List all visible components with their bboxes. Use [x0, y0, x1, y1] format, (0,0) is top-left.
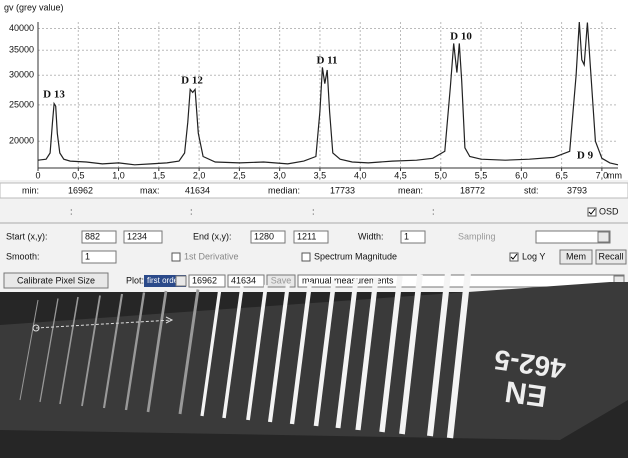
- stat-label: std:: [524, 185, 539, 195]
- start-label: Start (x,y):: [6, 231, 48, 241]
- x-axis-label: mm: [607, 170, 622, 180]
- marker: :: [70, 206, 73, 216]
- y-tick-label: 40000: [9, 23, 34, 33]
- start-y: 1234: [127, 231, 147, 241]
- width-label: Width:: [358, 231, 384, 241]
- calibrate-label: Calibrate Pixel Size: [17, 275, 95, 285]
- x-tick-label: 0,5: [72, 170, 85, 180]
- plot-max: 41634: [231, 275, 256, 285]
- stat-label: mean:: [398, 185, 423, 195]
- spectrum-label: Spectrum Magnitude: [314, 251, 397, 261]
- stat-value: 41634: [185, 185, 210, 195]
- y-tick-label: 25000: [9, 99, 34, 109]
- peak-label: D 12: [181, 75, 203, 87]
- start-x: 882: [85, 231, 100, 241]
- x-tick-label: 6,5: [555, 170, 568, 180]
- spectrum-checkbox[interactable]: [302, 253, 310, 261]
- x-tick-label: 2,5: [233, 170, 246, 180]
- x-tick-label: 6,0: [515, 170, 528, 180]
- x-tick-label: 7,0: [596, 170, 609, 180]
- stat-value: 16962: [68, 185, 93, 195]
- mem-label: Mem: [566, 251, 586, 261]
- peak-label: D 11: [316, 55, 337, 67]
- x-tick-label: 5,5: [475, 170, 488, 180]
- marker: :: [432, 206, 435, 216]
- x-tick-label: 4,0: [354, 170, 367, 180]
- osd-label: OSD: [599, 206, 619, 216]
- x-tick-label: 3,5: [314, 170, 327, 180]
- peak-label: D 10: [450, 31, 472, 43]
- x-tick-label: 5,0: [435, 170, 448, 180]
- x-tick-label: 4,5: [394, 170, 407, 180]
- stat-label: min:: [22, 185, 39, 195]
- marker: :: [312, 206, 315, 216]
- stat-label: max:: [140, 185, 160, 195]
- plot-panel: [0, 0, 628, 180]
- end-x: 1280: [254, 231, 274, 241]
- y-axis-label: gv (grey value): [4, 2, 64, 12]
- x-tick-label: 3,0: [273, 170, 286, 180]
- y-tick-label: 20000: [9, 136, 34, 146]
- logy-label: Log Y: [522, 251, 545, 261]
- stats-row: min: 16962 max: 41634 median: 17733 mean…: [0, 183, 628, 198]
- derivative-checkbox[interactable]: [172, 253, 180, 261]
- dropdown-button[interactable]: [176, 276, 186, 286]
- x-tick-label: 2,0: [193, 170, 206, 180]
- width: 1: [404, 231, 409, 241]
- sampling-label: Sampling: [458, 231, 496, 241]
- plot-min: 16962: [192, 275, 217, 285]
- y-tick-label: 30000: [9, 70, 34, 80]
- marker: :: [190, 206, 193, 216]
- stat-value: 3793: [567, 185, 587, 195]
- stat-value: 18772: [460, 185, 485, 195]
- plot-label: Plot:: [126, 275, 144, 285]
- dropdown-button[interactable]: [598, 232, 609, 242]
- x-tick-label: 1,5: [153, 170, 166, 180]
- end-y: 1211: [297, 231, 316, 241]
- x-tick-label: 1,0: [112, 170, 125, 180]
- peak-label: D 13: [43, 89, 65, 101]
- smooth: 1: [85, 251, 90, 261]
- stat-label: median:: [268, 185, 300, 195]
- recall-label: Recall: [598, 251, 623, 261]
- app: gv (grey value) mm min: 16962 max: 41634…: [0, 0, 628, 458]
- x-tick-label: 0: [35, 170, 40, 180]
- xray-image: EN 462-5: [0, 272, 628, 459]
- peak-label: D 9: [577, 150, 594, 162]
- measurements: manual measurements: [302, 275, 394, 285]
- stat-value: 17733: [330, 185, 355, 195]
- y-tick-label: 35000: [9, 45, 34, 55]
- derivative-label: 1st Derivative: [184, 251, 239, 261]
- smooth-label: Smooth:: [6, 251, 40, 261]
- end-label: End (x,y):: [193, 231, 232, 241]
